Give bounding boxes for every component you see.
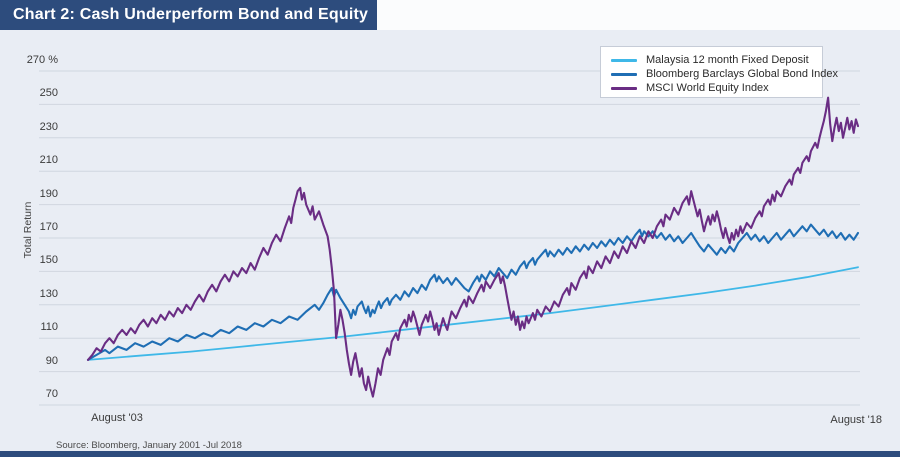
chart-title: Chart 2: Cash Underperform Bond and Equi… bbox=[13, 6, 369, 23]
legend-line-swatch bbox=[611, 72, 637, 76]
legend-label: Malaysia 12 month Fixed Deposit bbox=[646, 54, 809, 66]
y-tick-label: 250 bbox=[39, 87, 58, 100]
y-tick-label: 70 bbox=[45, 388, 58, 400]
y-tick-label: 210 bbox=[39, 154, 58, 167]
y-axis-label: Total Return bbox=[22, 201, 34, 259]
y-tick-label: 90 bbox=[45, 354, 58, 367]
legend-label: Bloomberg Barclays Global Bond Index bbox=[646, 68, 838, 80]
y-tick-label: 110 bbox=[40, 321, 58, 334]
gridlines bbox=[39, 70, 860, 406]
legend-label: MSCI World Equity Index bbox=[646, 82, 769, 94]
y-tick-label: 230 bbox=[39, 120, 58, 133]
chart-title-bar: Chart 2: Cash Underperform Bond and Equi… bbox=[0, 0, 377, 30]
footer-bar bbox=[0, 451, 900, 457]
y-tick-label: 270 % bbox=[26, 54, 58, 66]
legend-item: Bloomberg Barclays Global Bond Index bbox=[611, 67, 838, 81]
series-line-msci-world-equity-index bbox=[86, 96, 860, 398]
legend-line-swatch bbox=[611, 58, 637, 62]
series-line-malaysia-12-month-fixed-deposit bbox=[87, 266, 859, 361]
legend: Malaysia 12 month Fixed Deposit Bloomberg… bbox=[600, 46, 838, 98]
source-note: Source: Bloomberg, January 2001 -Jul 201… bbox=[56, 440, 242, 451]
x-axis-label-end: August '18 bbox=[830, 414, 882, 426]
legend-line-swatch bbox=[611, 86, 637, 90]
y-tick-label: 130 bbox=[39, 287, 58, 300]
series-line-bloomberg-barclays-global-bond-index bbox=[86, 223, 860, 361]
y-tick-label: 150 bbox=[39, 254, 58, 267]
legend-item: MSCI World Equity Index bbox=[611, 81, 822, 95]
y-tick-label: 170 bbox=[39, 221, 58, 233]
x-axis-label-start: August '03 bbox=[91, 412, 143, 424]
y-tick-label: 190 bbox=[39, 187, 58, 200]
legend-item: Malaysia 12 month Fixed Deposit bbox=[611, 53, 822, 67]
